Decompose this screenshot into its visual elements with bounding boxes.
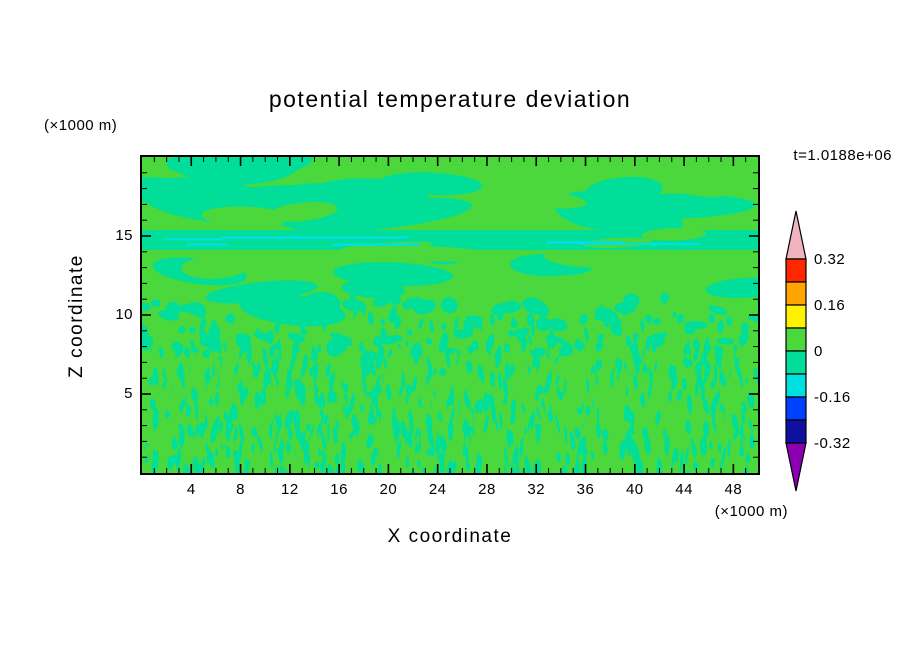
- contour-field: [142, 157, 758, 473]
- axis-ticks-layer: [142, 157, 758, 473]
- z-axis-unit-label: (×1000 m): [44, 117, 118, 134]
- z-axis-title: Z coordinate: [66, 254, 87, 378]
- cyan-filament: [185, 243, 228, 246]
- cyan-filament: [221, 236, 310, 239]
- x-tick-label: 32: [527, 481, 546, 498]
- x-tick-label: 16: [330, 481, 348, 498]
- x-tick-label: 40: [625, 481, 644, 498]
- colorbar-tick-label: -0.16: [814, 389, 851, 406]
- colorbar-band: [785, 419, 807, 444]
- cyan-filament: [579, 242, 701, 245]
- mid-level-patches: [142, 292, 758, 362]
- upper-negative-blobs: [142, 157, 758, 327]
- x-tick-label: 8: [236, 481, 245, 498]
- colorbar-tick-label: 0: [814, 343, 823, 360]
- x-axis-title: X coordinate: [387, 526, 513, 547]
- colorbar-under-range-arrow: [785, 442, 807, 492]
- colorbar-tick-label: 0.32: [814, 251, 845, 268]
- convective-streaks: [142, 336, 758, 473]
- colorbar-band: [785, 327, 807, 352]
- colorbar-band: [785, 258, 807, 283]
- colorbar-tick-label: 0.16: [814, 297, 845, 314]
- time-label: t=1.0188e+06: [793, 147, 892, 164]
- colorbar-band: [785, 396, 807, 421]
- colorbar-band: [785, 350, 807, 375]
- x-tick-label: 28: [478, 481, 496, 498]
- cyan-filament: [166, 238, 224, 241]
- x-tick-label: 48: [724, 481, 743, 498]
- x-axis-unit-label: (×1000 m): [714, 503, 788, 520]
- x-tick-label: 4: [186, 481, 196, 498]
- x-tick-label: 36: [576, 481, 595, 498]
- cyan-filament: [332, 243, 421, 246]
- cyan-filament: [290, 236, 408, 239]
- plot-area: [140, 155, 760, 475]
- x-tick-label: 12: [280, 481, 299, 498]
- z-tick-label: 5: [124, 385, 133, 402]
- z-tick-label: 15: [115, 227, 133, 244]
- axis-ticks: [142, 157, 758, 473]
- x-tick-label: 44: [675, 481, 693, 498]
- colorbar-band: [785, 304, 807, 329]
- colorbar-band: [785, 373, 807, 398]
- x-tick-label: 20: [379, 481, 398, 498]
- colorbar: 0.32 0.16 0 -0.16 -0.32: [785, 210, 851, 492]
- colorbar-tick-label: -0.32: [814, 435, 851, 452]
- colorbar-band: [785, 281, 807, 306]
- figure-title: potential temperature deviation: [268, 86, 632, 112]
- stable-layer-band: [142, 228, 758, 262]
- colorbar-over-range-arrow: [785, 210, 807, 260]
- x-tick-label: 24: [428, 481, 447, 498]
- z-tick-label: 10: [115, 306, 133, 323]
